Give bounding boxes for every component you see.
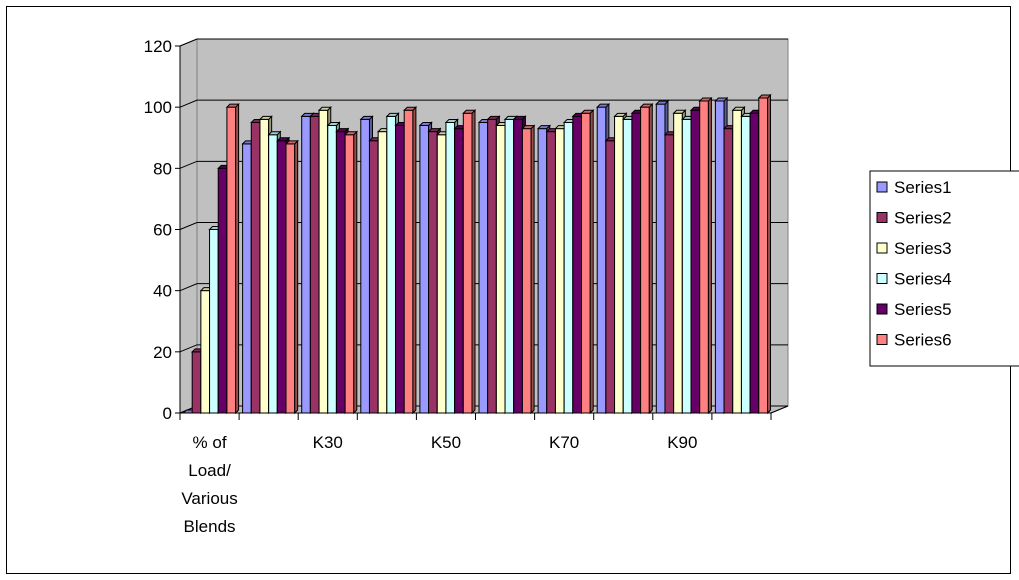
x-tick-label: K30 [313, 433, 343, 452]
bar-series6 [343, 130, 359, 415]
bar-series6 [698, 96, 713, 415]
legend-swatch [876, 242, 888, 254]
y-tick-label: 100 [144, 98, 172, 117]
gridline [179, 38, 788, 47]
legend-swatch [876, 273, 888, 284]
legend-label: Series5 [894, 300, 952, 319]
x-axis-end [770, 405, 789, 414]
y-tick-label: 80 [153, 159, 172, 178]
y-tick-label: 40 [153, 282, 172, 301]
bar-series6 [462, 109, 477, 415]
x-tick-label: K70 [549, 433, 579, 452]
legend-swatch [876, 303, 888, 315]
legend-box [869, 170, 1019, 367]
x-tick-label: K50 [431, 433, 461, 452]
bar-series6 [225, 102, 240, 415]
bar-series6 [403, 106, 418, 415]
bar-series6 [639, 102, 654, 415]
bar-series6 [757, 93, 772, 415]
bar-series6 [580, 109, 595, 415]
bar-series6 [521, 124, 536, 415]
legend-swatch [876, 181, 888, 193]
y-tick-label: 0 [163, 404, 172, 423]
legend-swatch [876, 334, 888, 345]
legend-label: Series1 [894, 178, 952, 197]
legend-label: Series3 [894, 239, 952, 258]
bar-series6 [284, 139, 299, 415]
y-tick-label: 60 [153, 221, 172, 240]
gridline [179, 99, 788, 108]
legend-label: Series4 [894, 270, 952, 289]
y-tick-label: 120 [144, 37, 172, 56]
legend-label: Series2 [894, 209, 952, 228]
x-tick-label: % of Load/Various Blends [181, 433, 237, 536]
legend-swatch [876, 212, 888, 223]
x-tick-label: K90 [667, 433, 697, 452]
legend-label: Series6 [894, 331, 952, 350]
y-tick-label: 20 [153, 343, 172, 362]
